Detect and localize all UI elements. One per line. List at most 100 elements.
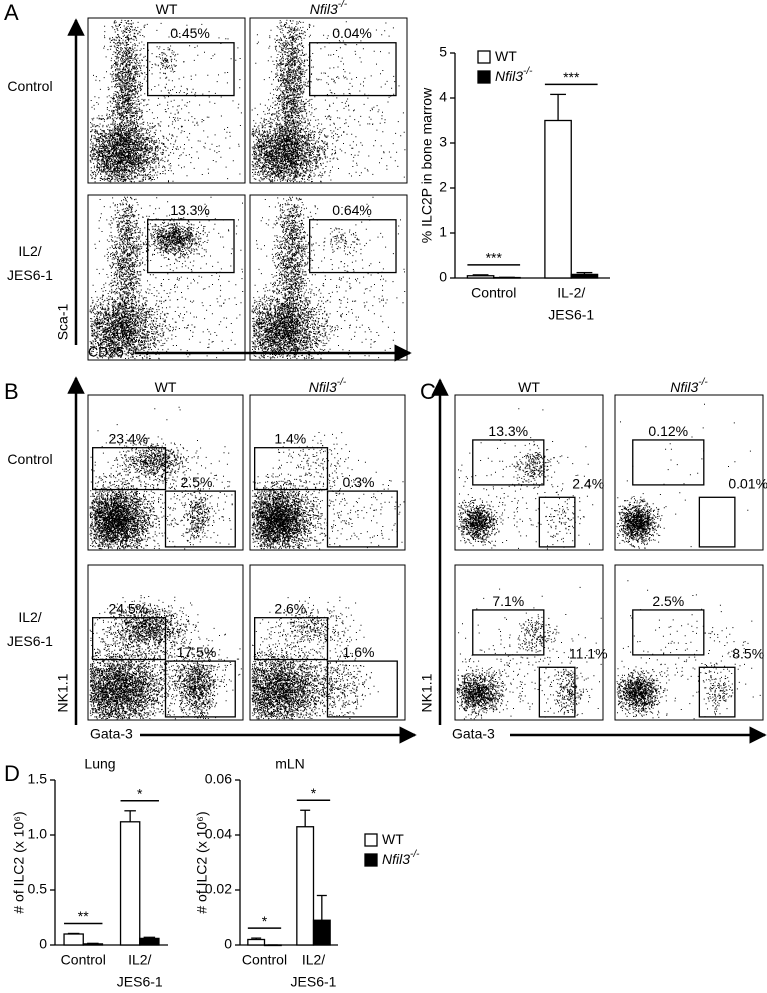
plot-frame xyxy=(614,394,764,551)
y-axis-label: NK1.1 xyxy=(55,673,71,712)
column-header: Nfil3-/- xyxy=(310,0,348,17)
gate-percent: 2.5% xyxy=(181,474,213,490)
x-tick-label: JES6-1 xyxy=(117,974,163,990)
plot-frame xyxy=(87,194,246,361)
significance: * xyxy=(262,913,268,929)
gate xyxy=(698,496,736,548)
gate xyxy=(253,617,329,661)
flow-dots xyxy=(89,595,242,720)
gate-percent: 1.4% xyxy=(274,431,306,447)
plot-frame xyxy=(87,394,244,551)
chart-title: Lung xyxy=(84,756,115,772)
row-label: JES6-1 xyxy=(7,633,53,649)
y-tick-label: 1.5 xyxy=(28,771,48,787)
legend-label-sup: -/- xyxy=(410,849,420,860)
gate-percent: 0.12% xyxy=(648,423,688,439)
chart-title: mLN xyxy=(275,756,305,772)
x-tick-label: IL-2/ xyxy=(557,285,585,301)
column-header-main: WT xyxy=(155,379,177,395)
row-label: Control xyxy=(7,451,52,467)
panel-letter: C xyxy=(420,379,436,404)
column-header-main: Nfil3 xyxy=(670,379,698,395)
plot-frame xyxy=(87,17,246,184)
y-axis-label: NK1.1 xyxy=(419,673,435,712)
panel-letter: A xyxy=(4,0,19,25)
column-header-main: Nfil3 xyxy=(309,379,337,395)
plot-frame xyxy=(87,564,244,721)
y-axis-label: % ILC2P in bone marrow xyxy=(419,87,435,243)
bar xyxy=(263,944,282,947)
panel-letter: D xyxy=(4,761,20,786)
panel-letter: B xyxy=(4,379,19,404)
column-header-sup: -/- xyxy=(337,377,347,388)
plot-frame xyxy=(249,394,406,551)
y-tick-label: 0.02 xyxy=(205,881,232,897)
y-tick-label: 0 xyxy=(439,269,447,285)
gate xyxy=(164,490,236,548)
column-header-sup: -/- xyxy=(338,0,348,10)
legend-label: Nfil3-/- xyxy=(495,66,533,84)
legend-swatch xyxy=(477,50,491,64)
flow-dots xyxy=(456,586,602,720)
gate xyxy=(632,609,705,656)
flow-dots xyxy=(251,432,405,550)
x-tick-label: Control xyxy=(61,952,106,968)
gate-percent: 13.3% xyxy=(170,202,210,218)
row-label: IL2/ xyxy=(18,243,41,259)
gate xyxy=(147,219,235,274)
significance: *** xyxy=(563,69,580,85)
row-label: IL2/ xyxy=(18,609,41,625)
legend-label-sup: -/- xyxy=(523,66,533,77)
x-tick-label: IL2/ xyxy=(302,952,325,968)
gate-percent: 8.5% xyxy=(732,646,764,662)
gate xyxy=(538,496,576,548)
plot-frame xyxy=(249,564,406,721)
gate xyxy=(164,660,236,718)
y-tick-label: 0.5 xyxy=(28,881,48,897)
gate xyxy=(92,447,167,491)
column-header: Nfil3-/- xyxy=(670,377,708,395)
legend-label-main: WT xyxy=(382,831,404,847)
plot-frame xyxy=(454,394,604,551)
gate-percent: 0.64% xyxy=(332,202,372,218)
y-tick-label: 3 xyxy=(439,134,447,150)
gate xyxy=(632,439,705,486)
y-tick-label: 1.0 xyxy=(28,826,48,842)
gate xyxy=(326,660,398,718)
gate-percent: 11.1% xyxy=(569,646,608,662)
plot-frame xyxy=(249,17,408,184)
y-tick-label: 4 xyxy=(439,89,447,105)
gate-percent: 2.6% xyxy=(274,601,306,617)
gate-percent: 2.5% xyxy=(652,593,684,609)
flow-dots xyxy=(616,580,761,720)
x-tick-label: JES6-1 xyxy=(291,974,337,990)
plot-frame xyxy=(249,194,408,361)
row-label: Control xyxy=(7,78,52,94)
bar xyxy=(139,937,160,946)
legend-swatch xyxy=(364,853,378,867)
legend-label: Nfil3-/- xyxy=(382,849,420,867)
legend-label: WT xyxy=(382,831,404,847)
y-tick-label: 0 xyxy=(224,936,232,952)
gate xyxy=(538,666,576,718)
y-axis-label: Sca-1 xyxy=(55,304,71,341)
column-header-main: WT xyxy=(156,1,178,17)
x-tick-label: IL2/ xyxy=(128,952,151,968)
gate-percent: 0.01% xyxy=(728,476,767,492)
column-header: WT xyxy=(518,379,540,395)
gate-percent: 7.1% xyxy=(492,593,524,609)
bar xyxy=(493,276,521,279)
plot-frame xyxy=(614,564,764,721)
y-tick-label: 0.06 xyxy=(205,771,232,787)
x-axis-label: CD25 xyxy=(88,344,124,360)
gate-percent: 2.4% xyxy=(572,476,604,492)
bar xyxy=(312,919,331,946)
flow-dots xyxy=(251,596,379,720)
flow-dots xyxy=(251,19,406,183)
bar xyxy=(296,826,315,946)
x-axis-label: Gata-3 xyxy=(452,726,495,742)
bar xyxy=(570,273,599,279)
significance: ** xyxy=(78,908,89,924)
significance: *** xyxy=(486,250,503,266)
